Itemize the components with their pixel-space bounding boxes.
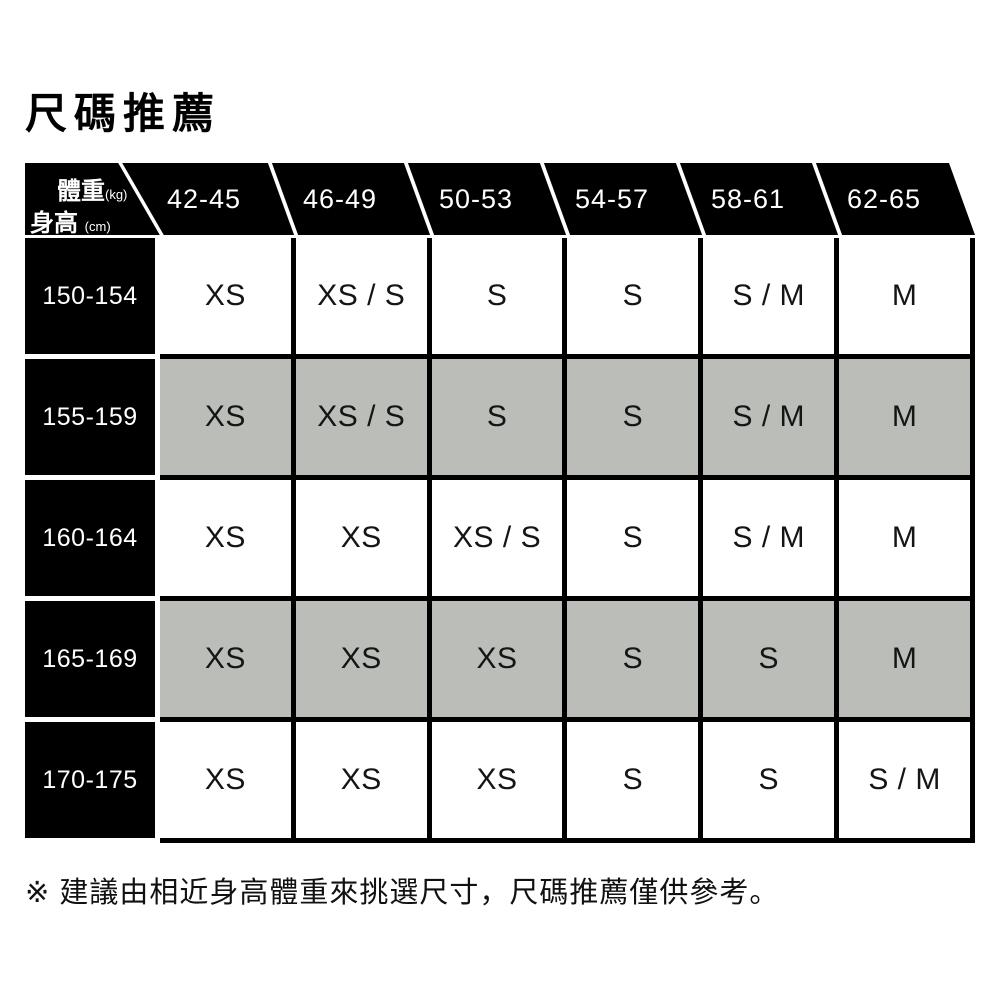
weight-axis-label: 體重(kg) [57, 178, 128, 205]
size-cell: S [567, 601, 704, 722]
size-cell: S [567, 238, 704, 359]
size-cell: S [567, 722, 704, 843]
height-range-label: 170-175 [25, 722, 155, 838]
weight-range-header: 58-61 [710, 184, 786, 214]
size-cell: XS [295, 722, 432, 843]
size-cell: XS / S [431, 480, 568, 601]
height-range-label: 155-159 [25, 359, 155, 475]
header-diagonal-divider [404, 163, 434, 235]
size-cell: S / M [703, 359, 840, 480]
weight-unit-label: (kg) [105, 187, 128, 202]
size-cell: XS [295, 601, 432, 722]
page-title: 尺碼推薦 [25, 90, 222, 137]
weight-range-header: 42-45 [166, 184, 242, 214]
size-cell: M [839, 480, 975, 601]
weight-header-band: 體重(kg) 身高 (cm) 42-45 46-49 50-53 54-57 58-61… [25, 163, 975, 235]
size-cell: XS [431, 601, 568, 722]
weight-range-header: 46-49 [302, 184, 378, 214]
size-cell: S [431, 238, 568, 359]
weight-range-header: 62-65 [846, 184, 922, 214]
size-cell: XS [431, 722, 568, 843]
size-cell: M [839, 359, 975, 480]
height-range-label: 165-169 [25, 601, 155, 717]
weight-range-header: 54-57 [574, 184, 650, 214]
height-unit-label: (cm) [84, 219, 111, 234]
size-cell: XS [295, 480, 432, 601]
size-cell: XS / S [295, 238, 432, 359]
header-diagonal-divider [268, 163, 298, 235]
header-diagonal-divider [812, 163, 842, 235]
size-cell: S / M [839, 722, 975, 843]
size-cell: XS [160, 238, 296, 359]
size-cell: XS [160, 359, 296, 480]
note-text: ※ 建議由相近身高體重來挑選尺寸，尺碼推薦僅供參考。 [25, 877, 780, 909]
height-range-label: 160-164 [25, 480, 155, 596]
weight-range-header: 50-53 [438, 184, 514, 214]
size-cell: S [703, 601, 840, 722]
height-label-column: 150-154 155-159 160-164 165-169 170-175 [25, 238, 160, 843]
size-cell: S / M [703, 480, 840, 601]
size-cell: S / M [703, 238, 840, 359]
size-cell: XS [160, 480, 296, 601]
header-diagonal-divider [540, 163, 570, 235]
size-cell: S [567, 359, 704, 480]
size-cell: S [567, 480, 704, 601]
height-range-label: 150-154 [25, 238, 155, 354]
height-axis-label: 身高 (cm) [30, 210, 111, 235]
header-diagonal-divider [676, 163, 706, 235]
size-table-body: 150-154 155-159 160-164 165-169 170-175 XS XS… [25, 238, 975, 843]
size-cell: S [431, 359, 568, 480]
size-cell: M [839, 238, 975, 359]
size-cell: XS / S [295, 359, 432, 480]
size-cell: XS [160, 601, 296, 722]
size-cell: M [839, 601, 975, 722]
size-cell: S [703, 722, 840, 843]
size-cell: XS [160, 722, 296, 843]
